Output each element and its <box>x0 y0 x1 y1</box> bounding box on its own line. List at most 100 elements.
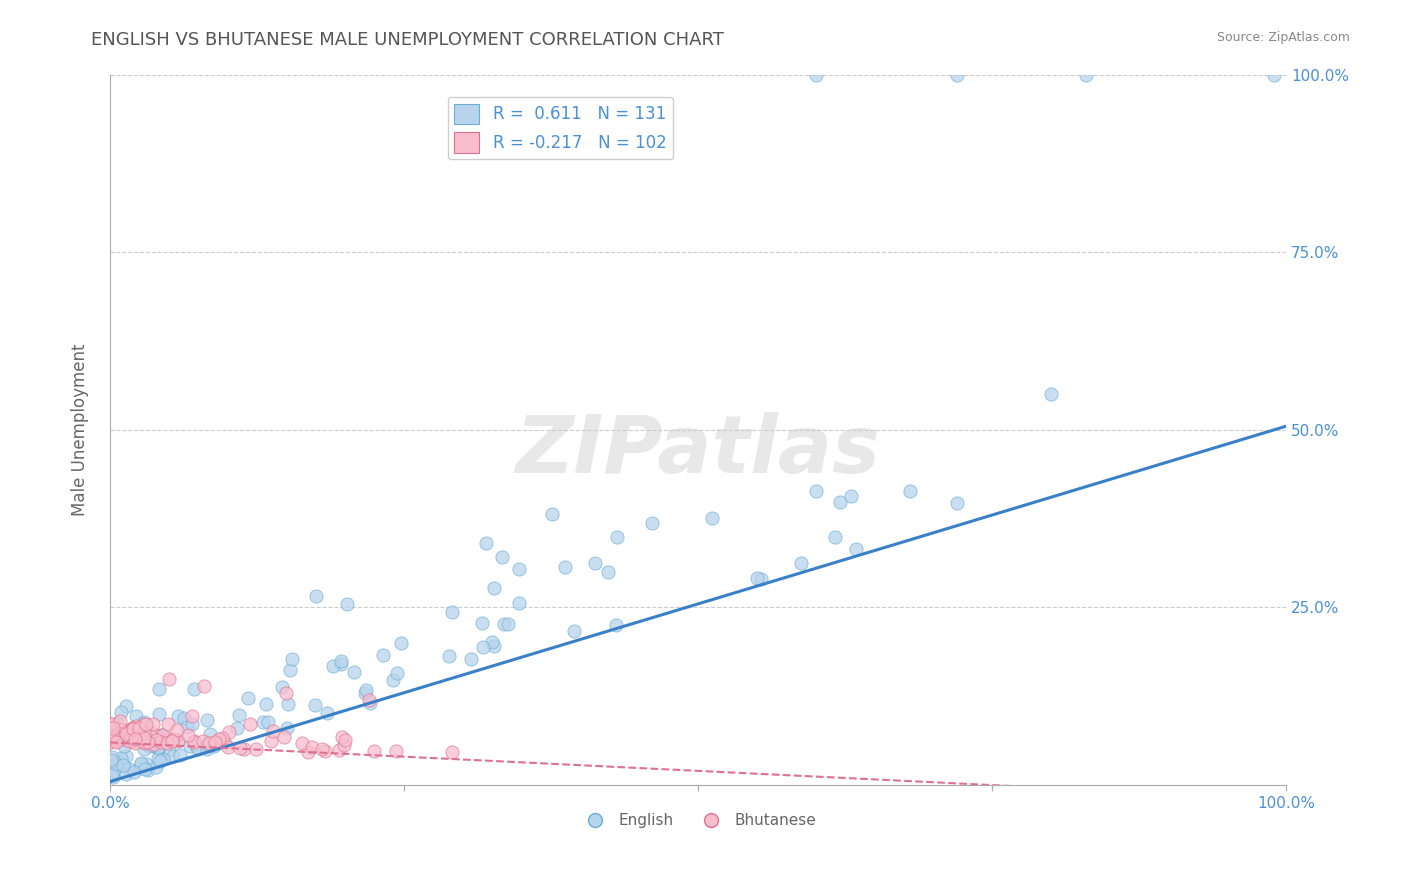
Point <box>160 734 183 748</box>
Y-axis label: Male Unemployment: Male Unemployment <box>72 343 89 516</box>
Point <box>605 618 627 632</box>
Text: ENGLISH VS BHUTANESE MALE UNEMPLOYMENT CORRELATION CHART: ENGLISH VS BHUTANESE MALE UNEMPLOYMENT C… <box>91 31 724 49</box>
Point <box>129 717 152 731</box>
Point <box>108 722 131 736</box>
Point <box>169 748 191 763</box>
Point <box>475 536 498 550</box>
Point <box>127 730 149 744</box>
Point <box>132 731 155 745</box>
Point <box>124 736 146 750</box>
Point <box>121 722 143 736</box>
Point <box>132 735 155 749</box>
Point <box>363 744 385 758</box>
Point <box>496 617 519 632</box>
Point <box>98 728 121 742</box>
Point <box>259 734 281 748</box>
Point <box>145 732 167 747</box>
Point <box>329 654 352 668</box>
Point <box>152 752 174 766</box>
Point <box>103 730 125 744</box>
Point <box>359 696 381 710</box>
Point <box>200 726 222 740</box>
Point <box>98 727 121 741</box>
Point <box>330 730 353 744</box>
Point <box>131 756 153 770</box>
Point <box>103 753 125 767</box>
Point <box>148 681 170 696</box>
Point <box>482 639 505 653</box>
Point <box>128 721 150 735</box>
Point <box>176 720 198 734</box>
Point <box>104 734 127 748</box>
Point <box>152 728 174 742</box>
Point <box>440 745 463 759</box>
Point <box>101 725 124 739</box>
Point <box>156 717 179 731</box>
Point <box>491 550 513 565</box>
Point <box>180 717 202 731</box>
Point <box>118 762 141 776</box>
Point <box>105 721 128 735</box>
Point <box>149 728 172 742</box>
Point <box>166 734 188 748</box>
Point <box>114 767 136 781</box>
Point <box>335 732 357 747</box>
Point <box>134 762 156 776</box>
Point <box>385 743 408 757</box>
Point <box>157 672 180 686</box>
Point <box>596 565 619 579</box>
Point <box>291 736 314 750</box>
Point <box>305 589 328 603</box>
Point <box>110 706 132 720</box>
Point <box>100 733 122 747</box>
Point <box>138 739 160 753</box>
Point <box>141 717 163 731</box>
Point <box>152 736 174 750</box>
Point <box>804 483 827 498</box>
Point <box>107 724 129 739</box>
Point <box>354 686 377 700</box>
Point <box>167 733 190 747</box>
Point <box>257 714 280 729</box>
Point <box>749 572 772 586</box>
Point <box>460 651 482 665</box>
Point <box>104 735 127 749</box>
Point <box>101 731 124 746</box>
Point <box>898 484 921 499</box>
Point <box>108 714 131 728</box>
Point <box>218 724 240 739</box>
Point <box>333 738 356 752</box>
Point <box>104 732 127 747</box>
Point <box>132 731 155 745</box>
Point <box>183 735 205 749</box>
Point <box>101 768 124 782</box>
Point <box>700 511 723 525</box>
Point <box>135 756 157 771</box>
Point <box>111 730 134 744</box>
Point <box>146 736 169 750</box>
Point <box>98 717 121 731</box>
Point <box>281 652 304 666</box>
Point <box>132 714 155 729</box>
Point <box>198 736 221 750</box>
Point <box>270 681 292 695</box>
Point <box>100 724 122 739</box>
Point <box>156 736 179 750</box>
Point <box>100 726 122 740</box>
Point <box>104 728 127 742</box>
Point <box>471 615 494 630</box>
Point <box>104 757 127 772</box>
Point <box>122 764 145 779</box>
Point <box>297 745 319 759</box>
Point <box>105 731 128 745</box>
Point <box>389 635 412 649</box>
Point <box>98 735 121 749</box>
Point <box>564 624 586 639</box>
Point <box>112 739 135 753</box>
Point <box>118 734 141 748</box>
Point <box>148 740 170 755</box>
Point <box>129 761 152 775</box>
Point <box>204 735 226 749</box>
Point <box>117 731 139 745</box>
Point <box>304 698 326 713</box>
